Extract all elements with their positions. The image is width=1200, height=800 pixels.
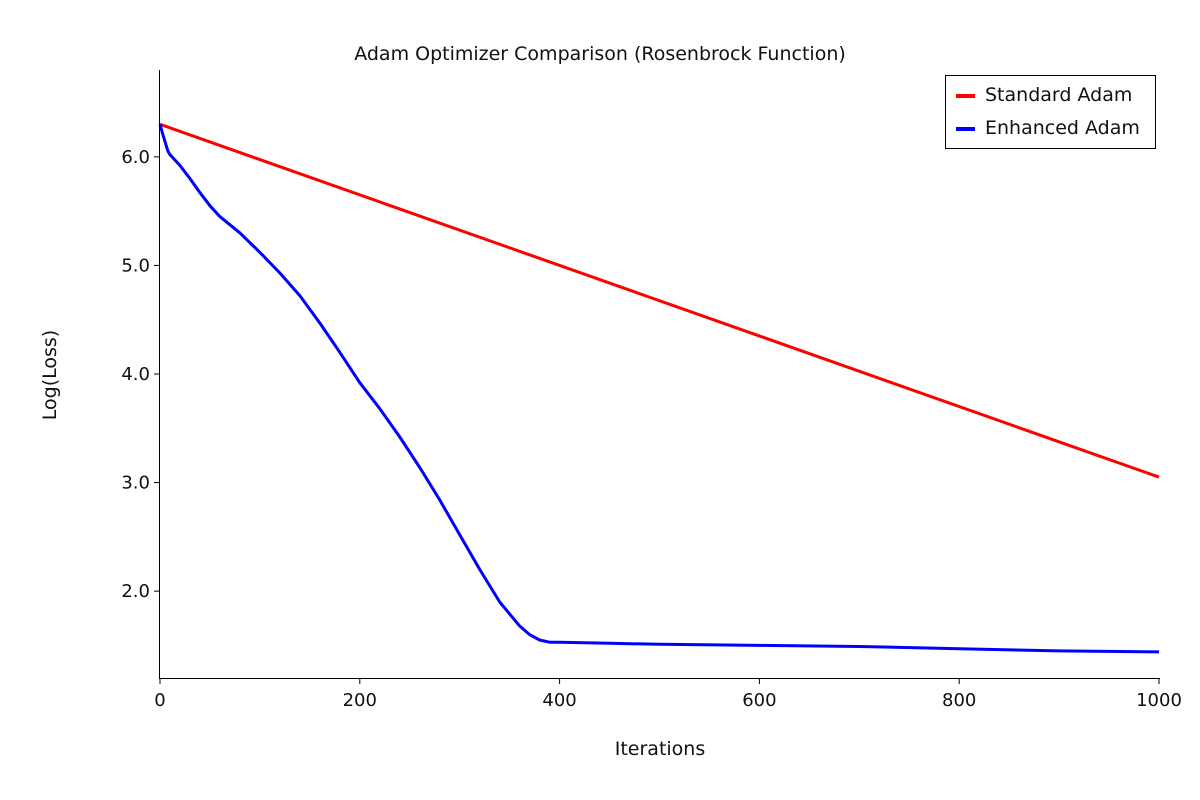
y-ticks: 2.0 3.0 4.0 5.0 6.0 (121, 147, 160, 602)
x-ticks: 0 200 400 600 800 1000 (154, 678, 1182, 711)
x-axis-label: Iterations (615, 738, 706, 760)
y-tick-label: 2.0 (121, 581, 150, 602)
x-tick-label: 200 (343, 690, 377, 711)
y-tick-label: 6.0 (121, 147, 150, 168)
series-layer (158, 122, 1160, 654)
legend-label-enhanced-adam: Enhanced Adam (985, 117, 1140, 139)
series-line-enhanced-adam (158, 123, 1160, 654)
x-tick-label: 600 (742, 690, 776, 711)
y-axis-label: Log(Loss) (39, 330, 61, 420)
x-tick-label: 0 (154, 690, 165, 711)
legend-box (945, 75, 1156, 149)
x-tick-label: 1000 (1136, 690, 1182, 711)
legend: Standard Adam Enhanced Adam (945, 75, 1156, 149)
y-tick-label: 3.0 (121, 473, 150, 494)
chart-title: Adam Optimizer Comparison (Rosenbrock Fu… (354, 43, 846, 65)
plot-area: 0 200 400 600 800 1000 2.0 3.0 4.0 5.0 6.0 (121, 70, 1182, 711)
y-tick-label: 4.0 (121, 364, 150, 385)
y-tick-label: 5.0 (121, 255, 150, 276)
x-tick-label: 400 (542, 690, 576, 711)
x-tick-label: 800 (942, 690, 976, 711)
series-line-standard-adam (159, 122, 1160, 479)
legend-label-standard-adam: Standard Adam (985, 84, 1132, 106)
